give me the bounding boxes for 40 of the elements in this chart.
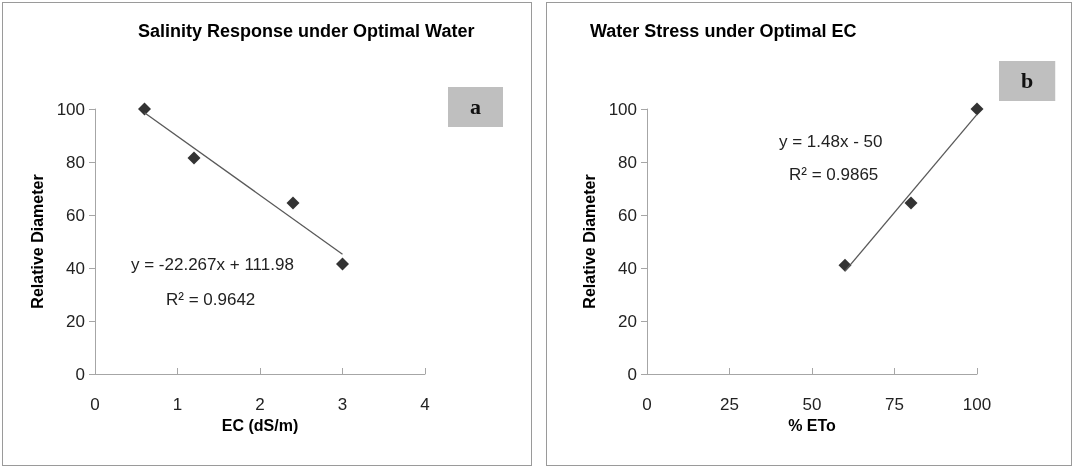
- y-tick-label: 20: [618, 311, 637, 331]
- chart-title: Water Stress under Optimal EC: [590, 21, 857, 41]
- x-tick-label: 100: [962, 395, 992, 414]
- point: [904, 196, 918, 210]
- y-tick-label: 40: [618, 258, 637, 278]
- y-axis-title: Relative Diameter: [29, 174, 47, 309]
- chart-title: Salinity Response under Optimal Water: [138, 21, 475, 41]
- text: b: [1021, 67, 1034, 93]
- annotation: y = 1.48x - 50: [779, 132, 883, 151]
- x-axis-title: % ETo: [788, 417, 837, 435]
- y-tick-label: 100: [56, 99, 85, 119]
- annotation: y = -22.267x + 111.98: [131, 255, 294, 274]
- point: [187, 151, 201, 165]
- y-tick-label: 80: [618, 152, 637, 172]
- point: [970, 102, 984, 116]
- y-tick-label: 0: [75, 364, 85, 384]
- y-tick-label: 60: [618, 205, 637, 225]
- point: [336, 257, 349, 271]
- x-axis-title: EC (dS/m): [221, 417, 299, 435]
- x-tick-label: 75: [885, 395, 904, 414]
- y-tick-label: 60: [66, 205, 85, 225]
- x-tick-label: 3: [337, 395, 348, 414]
- text: a: [470, 93, 481, 119]
- y-tick-label: 100: [608, 99, 637, 119]
- point: [138, 102, 151, 116]
- y-tick-label: 80: [66, 152, 85, 172]
- y-axis-title: Relative Diameter: [581, 174, 599, 309]
- x-tick-label: 0: [90, 395, 100, 414]
- x-tick-label: 1: [172, 395, 183, 414]
- x-tick-label: 2: [255, 395, 265, 414]
- y-tick-label: 0: [627, 364, 637, 384]
- y-tick-label: 20: [66, 311, 85, 331]
- annotation: R² = 0.9642: [166, 290, 256, 309]
- x-tick-label: 4: [420, 395, 430, 414]
- annotation: R² = 0.9865: [789, 165, 879, 184]
- point: [286, 196, 300, 210]
- x-tick-label: 50: [802, 395, 822, 414]
- x-tick-label: 25: [720, 395, 739, 414]
- x-tick-label: 0: [642, 395, 652, 414]
- y-tick-label: 40: [66, 258, 85, 278]
